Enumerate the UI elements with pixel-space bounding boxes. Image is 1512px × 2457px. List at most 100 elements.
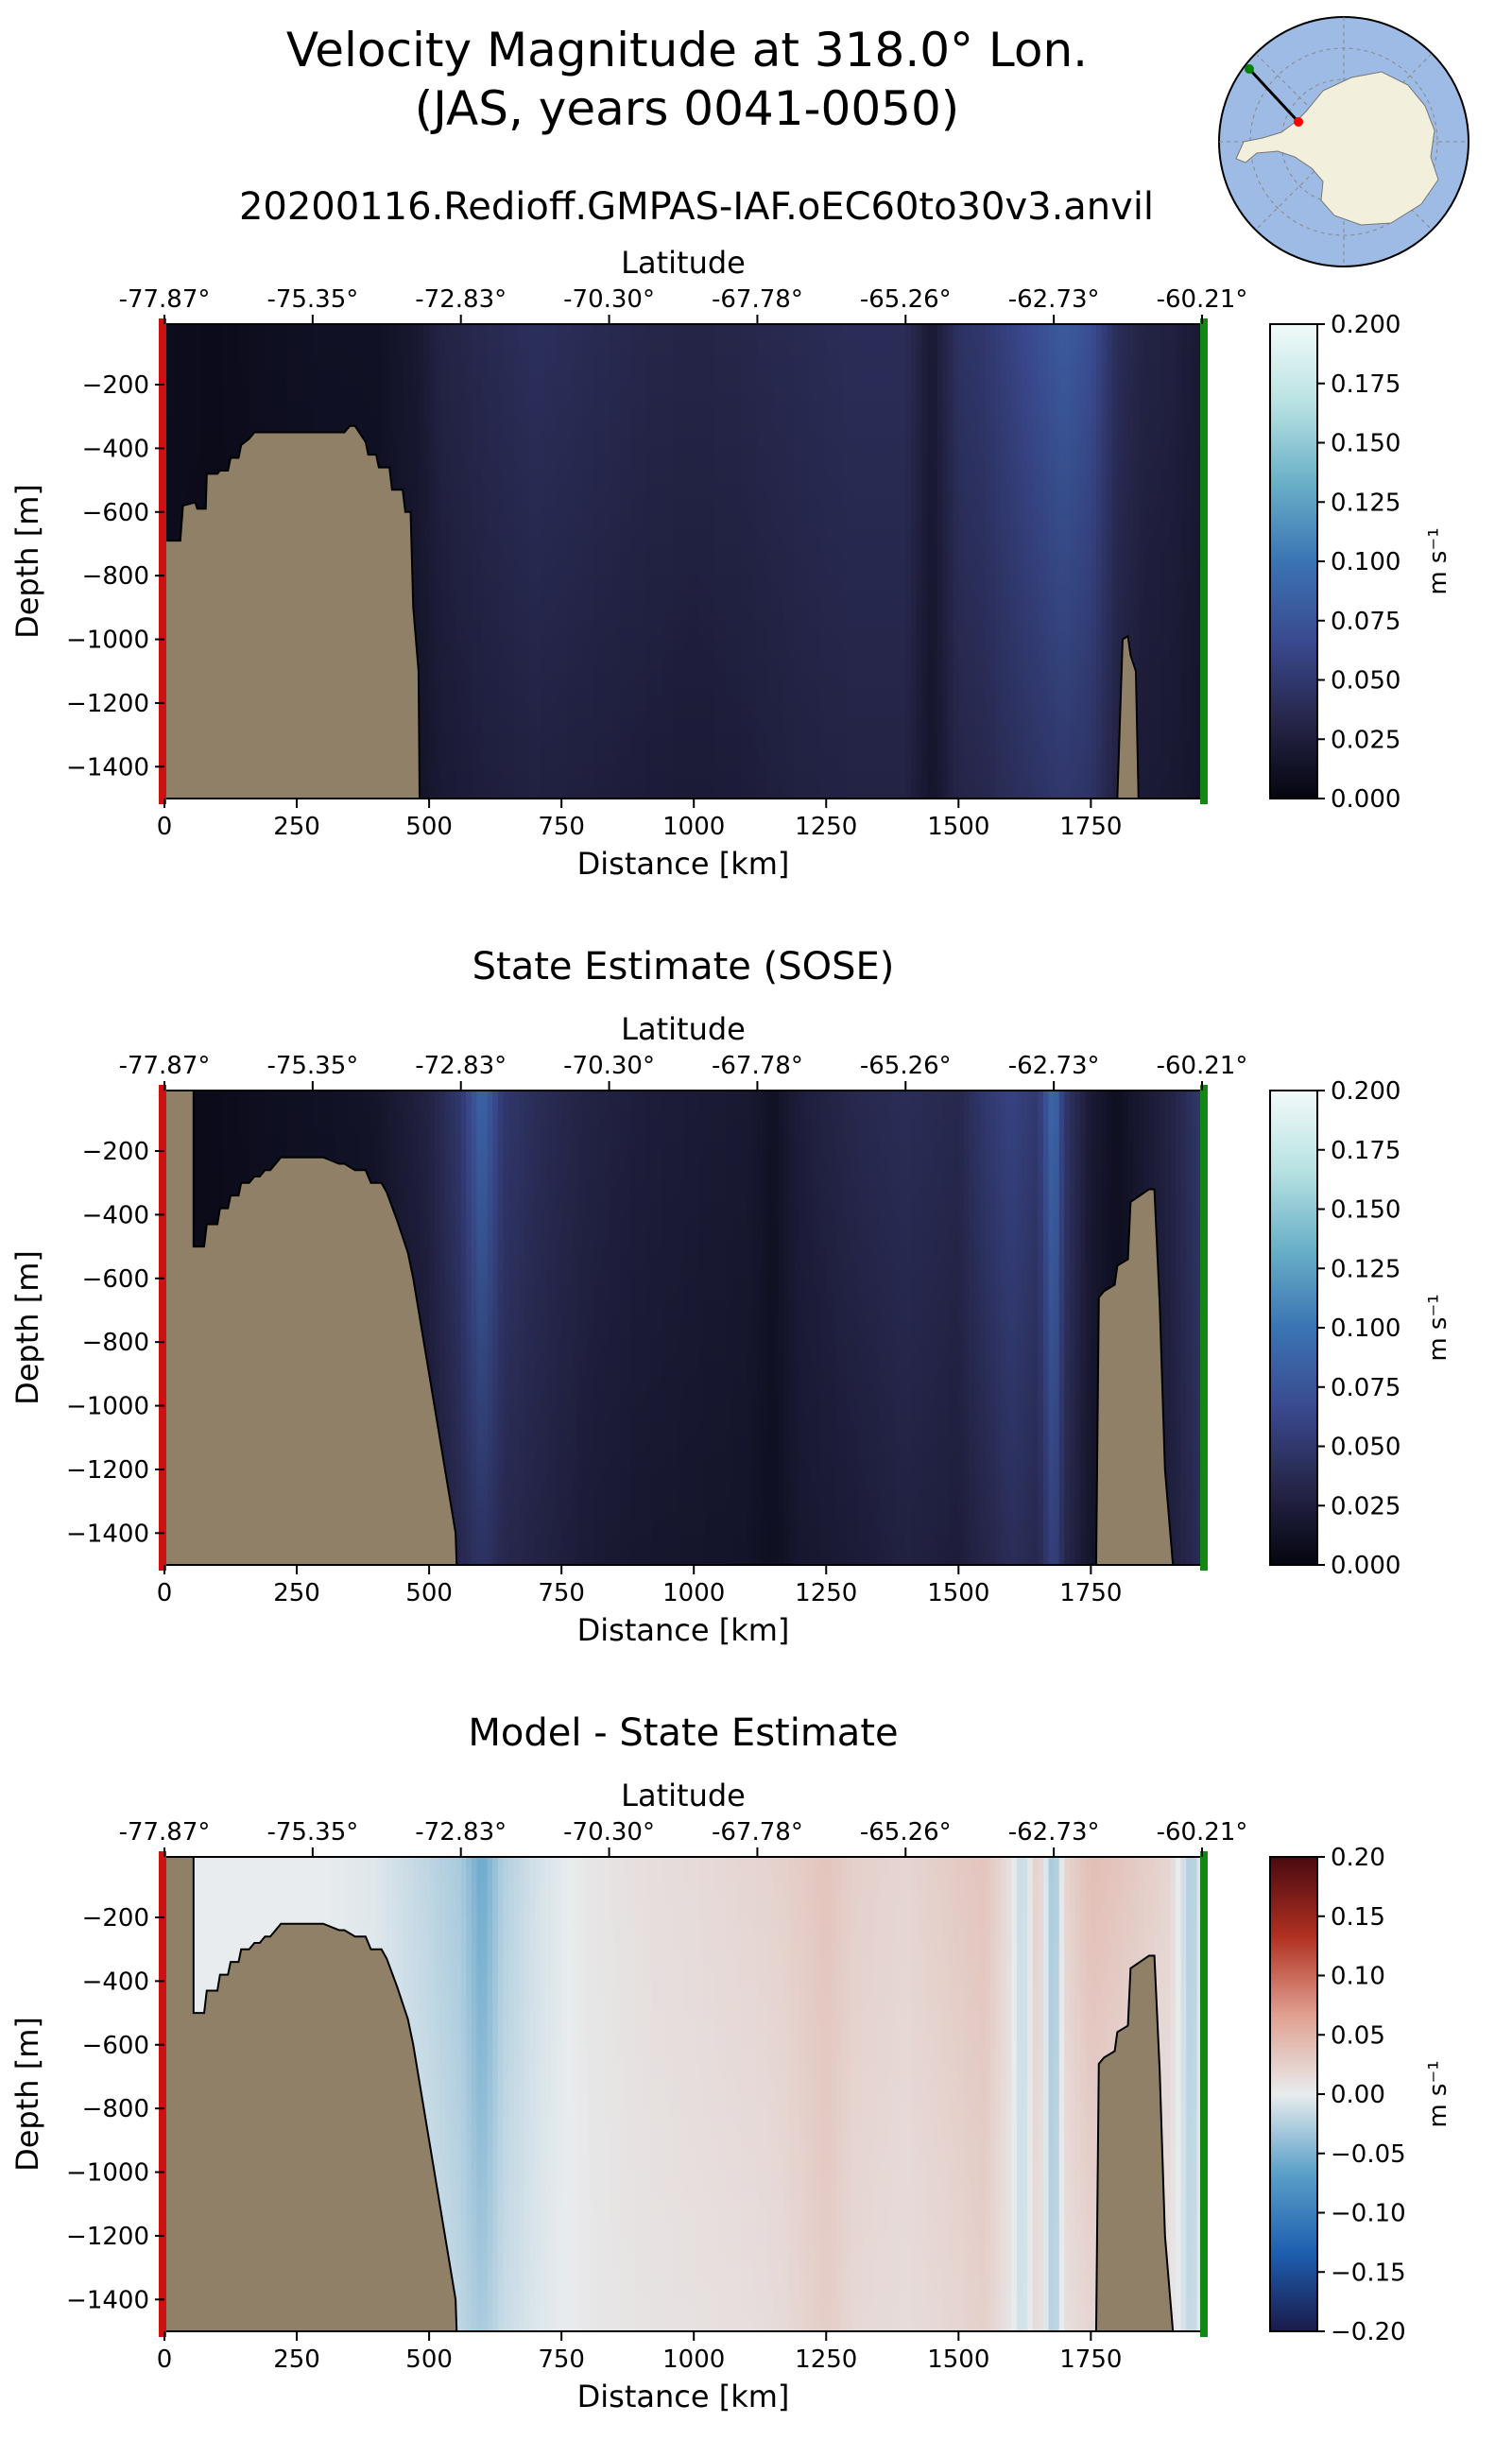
- heatmap-column: [826, 1857, 833, 2331]
- heatmap-column: [635, 1091, 642, 1565]
- heatmap-column: [593, 324, 600, 799]
- heatmap-column: [725, 1857, 732, 2331]
- heatmap-column: [619, 1091, 627, 1565]
- heatmap-column: [916, 1857, 922, 2331]
- heatmap-column: [556, 1091, 562, 1565]
- heatmap-column: [873, 1857, 881, 2331]
- x-tick-label: 1500: [927, 1579, 989, 1607]
- colorbar-tick-label: 0.175: [1331, 1137, 1400, 1165]
- heatmap-column: [1160, 1857, 1166, 2331]
- y-tick-label: −1000: [66, 627, 149, 655]
- heatmap-column: [826, 1091, 833, 1565]
- x-tick-label: 500: [405, 2345, 453, 2374]
- heatmap-column: [423, 324, 430, 799]
- heatmap-column: [625, 1091, 631, 1565]
- heatmap-column: [704, 324, 711, 799]
- heatmap-column: [450, 1857, 456, 2331]
- heatmap-column: [439, 1091, 446, 1565]
- heatmap-column: [535, 1857, 541, 2331]
- heatmap-column: [836, 324, 843, 799]
- y-axis-label: Depth [m]: [9, 484, 45, 639]
- heatmap-column: [948, 1857, 954, 2331]
- heatmap-column: [1175, 1857, 1182, 2331]
- x-axis-label: Distance [km]: [577, 2379, 790, 2414]
- heatmap-column: [1042, 324, 1050, 799]
- heatmap-column: [926, 324, 934, 799]
- y-tick-label: −400: [82, 1967, 149, 1996]
- heatmap-column: [916, 1091, 922, 1565]
- heatmap-column: [1186, 1857, 1193, 2331]
- heatmap-column: [508, 324, 515, 799]
- y-tick-label: −600: [82, 1265, 149, 1294]
- section-start-bar: [159, 318, 166, 804]
- heatmap-column: [1069, 1091, 1076, 1565]
- heatmap-column: [963, 1091, 971, 1565]
- heatmap-column: [720, 1091, 727, 1565]
- heatmap-column: [704, 1857, 711, 2331]
- heatmap-column: [1001, 1091, 1007, 1565]
- heatmap-column: [460, 324, 468, 799]
- x-tick-label: 500: [405, 813, 453, 841]
- heatmap-column: [1022, 1091, 1028, 1565]
- heatmap-column: [651, 324, 658, 799]
- heatmap-column: [603, 324, 610, 799]
- heatmap-column: [667, 1091, 674, 1565]
- heatmap-column: [974, 1857, 981, 2331]
- heatmap-column: [778, 1857, 785, 2331]
- heatmap-column: [863, 1857, 869, 2331]
- heatmap-column: [863, 324, 869, 799]
- heatmap-column: [1001, 324, 1007, 799]
- heatmap-column: [550, 1091, 558, 1565]
- heatmap-column: [1042, 1857, 1050, 2331]
- colorbar-tick-label: 0.125: [1331, 489, 1400, 517]
- heatmap-column: [614, 1091, 621, 1565]
- heatmap-column: [540, 324, 547, 799]
- x-tick-label: 750: [538, 2345, 585, 2374]
- lat-tick-label: -77.87°: [119, 1052, 211, 1080]
- heatmap-column: [582, 1857, 589, 2331]
- heatmap-column: [778, 1091, 785, 1565]
- heatmap-column: [1117, 324, 1124, 799]
- heatmap-column: [1154, 324, 1160, 799]
- heatmap-column: [1095, 324, 1103, 799]
- heatmap-column: [1048, 324, 1055, 799]
- heatmap-column: [852, 1091, 859, 1565]
- heatmap-column: [635, 1857, 642, 2331]
- antarctica-inset-map: [1218, 16, 1469, 267]
- heatmap-column: [1143, 324, 1150, 799]
- heatmap-column: [974, 1091, 981, 1565]
- heatmap-column: [789, 1091, 796, 1565]
- heatmap-column: [519, 1091, 525, 1565]
- heatmap-column: [540, 1091, 547, 1565]
- heatmap-column: [763, 324, 769, 799]
- heatmap-column: [625, 324, 631, 799]
- colorbar-tick-label: −0.05: [1331, 2140, 1406, 2169]
- heatmap-column: [1107, 324, 1113, 799]
- colorbar-tick-label: 0.200: [1331, 311, 1400, 339]
- section-start-bar: [159, 1851, 166, 2337]
- colorbar-tick-label: 0.150: [1331, 1196, 1400, 1225]
- heatmap-column: [1074, 1091, 1081, 1565]
- latitude-axis-label: Latitude: [621, 1011, 746, 1047]
- y-tick-label: −400: [82, 1201, 149, 1229]
- colorbar: [1269, 1856, 1318, 2332]
- heatmap-column: [910, 324, 918, 799]
- heatmap-column: [688, 324, 696, 799]
- heatmap-column: [629, 1091, 637, 1565]
- heatmap-column: [1080, 1091, 1087, 1565]
- heatmap-column: [519, 1857, 525, 2331]
- lat-tick-label: -67.78°: [712, 1818, 803, 1847]
- heatmap-column: [804, 1091, 812, 1565]
- heatmap-column: [513, 324, 521, 799]
- y-tick-label: −1000: [66, 1393, 149, 1421]
- heatmap-column: [576, 324, 584, 799]
- heatmap-column: [641, 1091, 647, 1565]
- heatmap-column: [576, 1091, 584, 1565]
- heatmap-column: [651, 1091, 658, 1565]
- latitude-axis-label: Latitude: [621, 1778, 746, 1813]
- heatmap-column: [857, 1091, 865, 1565]
- heatmap-column: [1111, 324, 1119, 799]
- heatmap-column: [1064, 324, 1071, 799]
- heatmap-column: [576, 1857, 584, 2331]
- heatmap-column: [847, 1857, 854, 2331]
